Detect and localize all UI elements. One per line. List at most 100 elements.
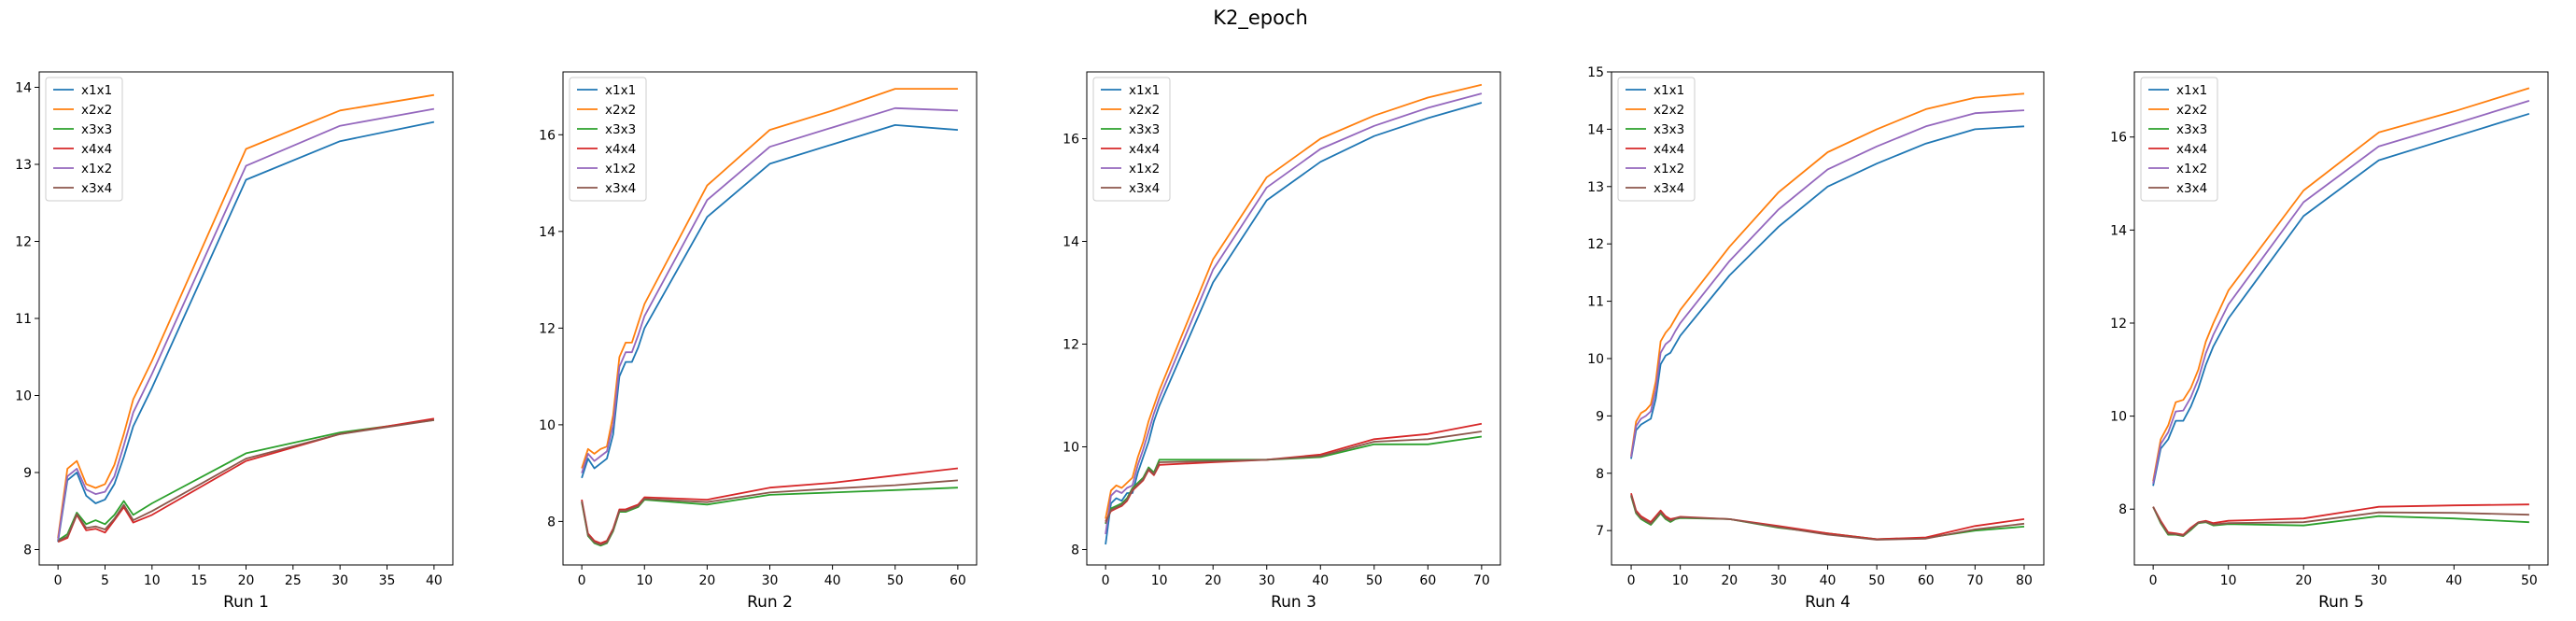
y-ticks: 8 10 12 14 16 [539, 128, 563, 529]
legend-entry-x2x2: x2x2 [605, 103, 636, 118]
series-line-x4x4 [57, 417, 435, 543]
x-tick-label: 30 [1259, 573, 1275, 588]
x-tick-label: 70 [1473, 573, 1490, 588]
x-tick-label: 0 [1627, 573, 1636, 588]
y-tick-label: 9 [1596, 409, 1604, 424]
series-line-x3x4 [581, 479, 958, 546]
x-tick-label: 30 [2371, 573, 2387, 588]
x-tick-label: 35 [379, 573, 396, 588]
y-tick-label: 10 [15, 389, 32, 404]
y-tick-label: 11 [1587, 295, 1604, 310]
legend-box [2140, 77, 2218, 202]
y-tick-label: 8 [23, 543, 32, 558]
legend-box [1092, 77, 1171, 202]
y-tick-label: 8 [1596, 467, 1604, 482]
legend-entry-x3x4: x3x4 [1654, 181, 1684, 196]
legend: x1x1 x2x2 x3x3 x4x4 x1x2 x3x4 [45, 77, 123, 202]
x-tick-label: 0 [54, 573, 63, 588]
x-tick-label: 50 [887, 573, 904, 588]
series-line-x1x2 [1105, 92, 1483, 535]
legend-entry-x2x2: x2x2 [1129, 103, 1160, 118]
legend: x1x1 x2x2 x3x3 x4x4 x1x2 x3x4 [1617, 77, 1696, 202]
series-line-x3x4 [2152, 506, 2529, 537]
x-tick-label: 50 [1366, 573, 1383, 588]
series-line-x1x1 [2152, 112, 2530, 487]
x-tick-label: 10 [144, 573, 161, 588]
legend-entry-x1x2: x1x2 [81, 162, 112, 176]
x-tick-label: 15 [190, 573, 207, 588]
x-tick-label: 10 [1672, 573, 1689, 588]
legend-entry-x4x4: x4x4 [2176, 142, 2207, 157]
series-line-x1x2 [2152, 100, 2530, 484]
legend-entry-x1x2: x1x2 [1654, 162, 1684, 176]
subplot-run-1: 0 5 10 15 20 25 30 35 40 8 9 10 11 12 13 14 Run 1 x1x1 x2x… [15, 71, 454, 612]
subplots: 0 5 10 15 20 25 30 35 40 8 9 10 11 12 13 14 Run 1 x1x1 x2x… [15, 65, 2549, 612]
series-line-x1x2 [57, 107, 435, 541]
x-tick-label: 0 [1102, 573, 1110, 588]
legend-entry-x1x1: x1x1 [605, 83, 636, 98]
series-line-x2x2 [581, 88, 958, 469]
legend-entry-x4x4: x4x4 [605, 142, 636, 157]
y-tick-label: 11 [15, 312, 32, 327]
series-line-x2x2 [2152, 87, 2530, 482]
x-tick-label: 0 [578, 573, 586, 588]
y-tick-label: 12 [15, 235, 32, 250]
y-tick-label: 9 [23, 466, 32, 481]
y-tick-label: 12 [539, 321, 556, 336]
series-line-x3x3 [1105, 435, 1483, 525]
legend-entry-x2x2: x2x2 [1654, 103, 1684, 118]
axes-frame [1086, 71, 1501, 566]
y-tick-label: 16 [539, 128, 556, 143]
x-tick-label: 40 [2445, 573, 2462, 588]
series-line-x2x2 [57, 93, 435, 539]
legend-entry-x3x3: x3x3 [605, 122, 636, 137]
legend-entry-x1x1: x1x1 [81, 83, 112, 98]
series-line-x2x2 [1105, 83, 1483, 519]
x-tick-label: 10 [636, 573, 653, 588]
series-lines [1630, 92, 2025, 541]
legend-box [569, 77, 647, 202]
x-tick-label: 10 [1151, 573, 1168, 588]
x-tick-label: 25 [285, 573, 302, 588]
x-axis-label: Run 2 [747, 593, 793, 612]
x-tick-label: 30 [762, 573, 779, 588]
y-tick-label: 14 [1587, 122, 1604, 137]
y-tick-label: 16 [2110, 131, 2127, 146]
y-ticks: 8 10 12 14 16 [2110, 131, 2134, 517]
series-line-x3x3 [581, 487, 958, 547]
series-line-x1x1 [1105, 102, 1483, 545]
x-axis-label: Run 1 [223, 593, 269, 612]
y-tick-label: 12 [1587, 237, 1604, 252]
series-line-x2x2 [1630, 92, 2025, 457]
x-ticks: 0 5 10 15 20 25 30 35 40 [54, 565, 443, 588]
legend: x1x1 x2x2 x3x3 x4x4 x1x2 x3x4 [1092, 77, 1171, 202]
legend: x1x1 x2x2 x3x3 x4x4 x1x2 x3x4 [2140, 77, 2218, 202]
x-tick-label: 80 [2016, 573, 2033, 588]
x-ticks: 0 10 20 30 40 50 60 [578, 565, 966, 588]
y-tick-label: 10 [539, 418, 556, 433]
y-tick-label: 12 [1063, 338, 1079, 353]
x-tick-label: 20 [698, 573, 715, 588]
legend-entry-x3x4: x3x4 [81, 181, 112, 196]
y-tick-label: 15 [1587, 65, 1604, 80]
x-tick-label: 50 [2521, 573, 2538, 588]
x-tick-label: 0 [2149, 573, 2158, 588]
series-lines [57, 93, 435, 543]
series-lines [581, 88, 959, 547]
series-line-x4x4 [581, 467, 959, 544]
legend-entry-x1x1: x1x1 [1654, 83, 1684, 98]
legend-entry-x4x4: x4x4 [1129, 142, 1160, 157]
legend-box [45, 77, 123, 202]
x-tick-label: 5 [101, 573, 109, 588]
series-line-x1x2 [1630, 109, 2025, 458]
subplot-run-4: 0 10 20 30 40 50 60 70 80 7 8 9 10 11 12 13 14 15 Run 4 x1x… [1587, 65, 2045, 612]
legend-entry-x1x2: x1x2 [605, 162, 636, 176]
y-tick-label: 14 [1063, 235, 1079, 250]
y-tick-label: 16 [1063, 133, 1079, 148]
y-tick-label: 10 [2110, 410, 2127, 425]
x-tick-label: 20 [238, 573, 255, 588]
axes-frame [2133, 71, 2549, 566]
legend-entry-x1x2: x1x2 [1129, 162, 1160, 176]
x-tick-label: 70 [1966, 573, 1983, 588]
